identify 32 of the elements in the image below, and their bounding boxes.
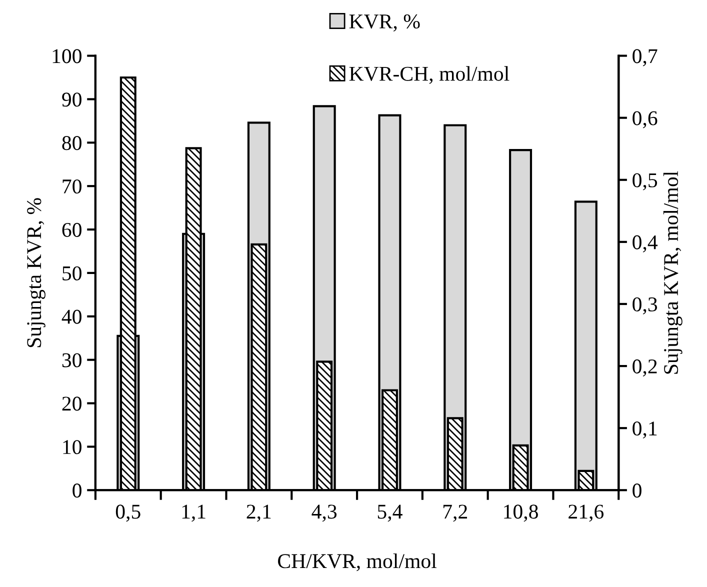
y2-tick-label: 0,4 bbox=[632, 235, 658, 252]
x-tick-label: 5,4 bbox=[378, 504, 402, 522]
y-tick-label: 60 bbox=[62, 222, 82, 237]
x-axis-title: CH/KVR, mol/mol bbox=[278, 553, 436, 572]
y-tick-label: 80 bbox=[62, 136, 82, 150]
y-tick-label: 70 bbox=[62, 179, 82, 194]
y2-tick-label: 0,7 bbox=[632, 49, 658, 66]
x-tick-label: 2,1 bbox=[246, 504, 271, 522]
x-tick-label: 7,2 bbox=[443, 504, 468, 522]
x-tick-label: 4,3 bbox=[312, 504, 337, 522]
y-tick-label: 20 bbox=[62, 396, 82, 411]
y2-tick-label: 0,1 bbox=[632, 421, 657, 439]
x-tick-label: 21,6 bbox=[568, 504, 604, 522]
y2-tick-label: 0,2 bbox=[632, 359, 657, 376]
x-tick-label: 0,5 bbox=[116, 504, 140, 522]
y2-tick-label: 0,3 bbox=[632, 297, 658, 314]
y-tick-label: 10 bbox=[63, 440, 82, 454]
x-tick-label: 10,8 bbox=[504, 504, 538, 522]
y2-tick-label: 0 bbox=[632, 484, 642, 498]
y2-tick-label: 0,6 bbox=[632, 111, 658, 128]
y2-tick-label: 0,5 bbox=[632, 173, 658, 190]
y2-axis-title: Sujungta KVR, mol/mol bbox=[663, 171, 682, 374]
x-tick-label: 1,1 bbox=[182, 504, 206, 522]
y-tick-label: 100 bbox=[52, 49, 82, 64]
y-tick-label: 40 bbox=[62, 310, 82, 324]
legend-label: KVR, % bbox=[349, 14, 420, 32]
y-tick-label: 30 bbox=[62, 353, 82, 368]
legend-label: KVR-CH, mol/mol bbox=[349, 66, 510, 84]
y-tick-label: 90 bbox=[62, 92, 82, 107]
y-tick-label: 0 bbox=[72, 484, 82, 498]
y-tick-label: 50 bbox=[62, 266, 82, 280]
y-axis-title: Sujungta KVR, % bbox=[27, 198, 46, 348]
